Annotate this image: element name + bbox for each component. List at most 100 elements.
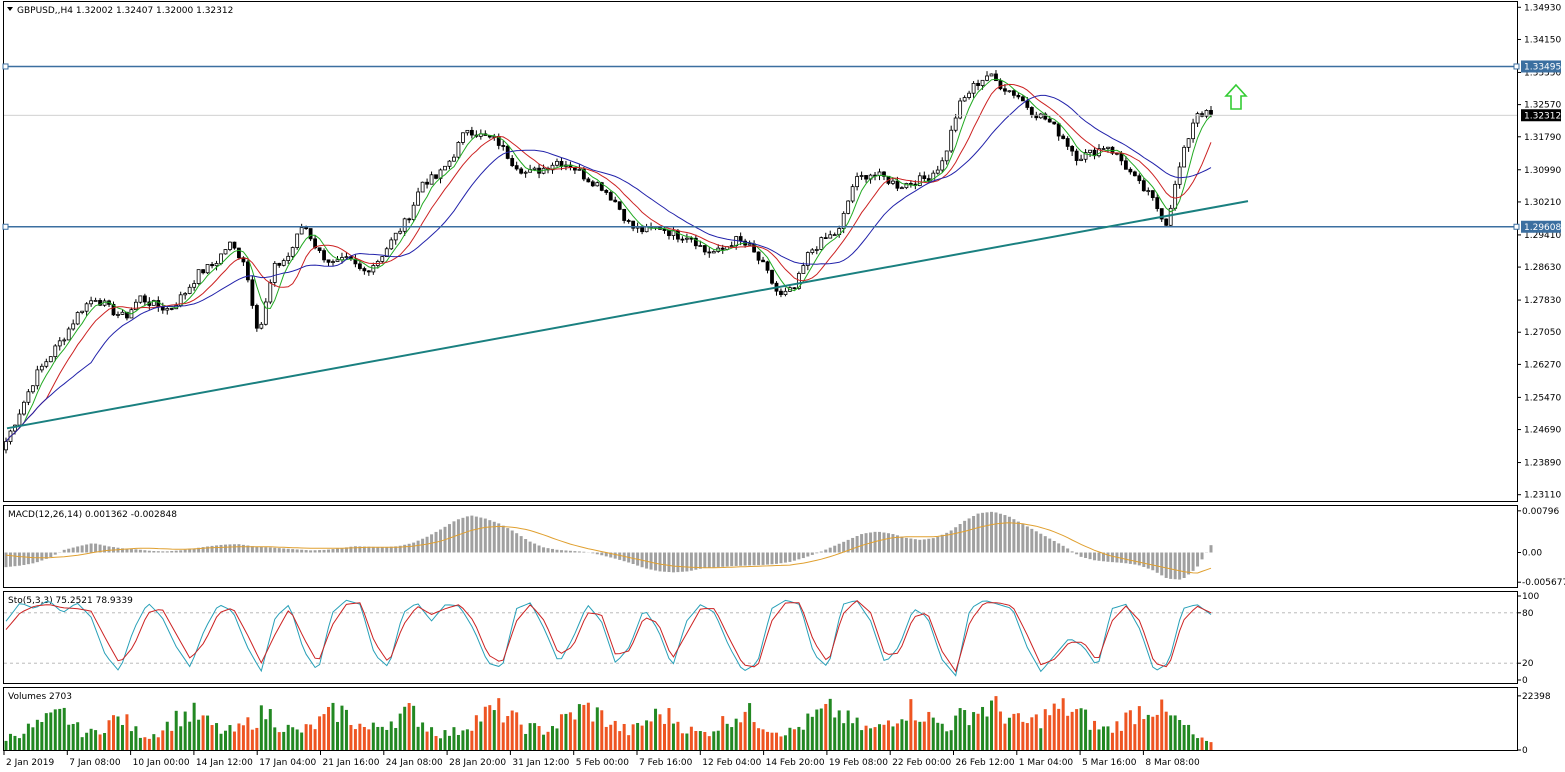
- stochastic-main-line: [5, 599, 1212, 677]
- time-tick-label: 10 Jan 00:00: [133, 758, 190, 768]
- candle-body: [1191, 122, 1195, 140]
- candle-body: [662, 228, 667, 231]
- candle-body: [667, 230, 671, 236]
- candle-body: [214, 263, 219, 267]
- candle-body: [389, 239, 394, 250]
- candle-body: [514, 165, 519, 170]
- candle-body: [398, 230, 403, 234]
- candle-body: [335, 259, 340, 262]
- candle-body: [519, 168, 524, 174]
- axes: 1.34930 1.34150 1.33350 1.32570 1.31790 1.309…: [3, 3, 1565, 768]
- macd-pane[interactable]: [3, 505, 1518, 588]
- candle-body: [416, 191, 421, 206]
- candle-body: [832, 234, 837, 237]
- candle-body: [313, 238, 317, 249]
- time-tick-label: 2 Jan 2019: [6, 758, 54, 768]
- candle-body: [66, 328, 71, 341]
- candle-body: [1164, 218, 1169, 226]
- candle-body: [908, 183, 913, 185]
- candle-body: [707, 251, 712, 254]
- main-title: GBPUSD,,H4 1.32002 1.32407 1.32000 1.323…: [17, 6, 233, 16]
- candle-body: [232, 241, 237, 249]
- candle-body: [357, 263, 362, 269]
- candle-body: [1088, 149, 1092, 153]
- candle-body: [828, 234, 833, 239]
- candle-body: [693, 237, 698, 247]
- macd-tick-label: -0.005677: [1522, 578, 1565, 588]
- price-tick-label: 1.31790: [1524, 133, 1561, 143]
- candle-body: [720, 247, 725, 250]
- candle-body: [823, 237, 828, 240]
- candle-body: [192, 283, 197, 288]
- candle-body: [425, 181, 429, 185]
- candle-body: [98, 299, 102, 306]
- candle-body: [962, 97, 967, 102]
- candle-body: [1186, 138, 1191, 148]
- candle-body: [447, 160, 452, 167]
- candle-body: [626, 220, 631, 222]
- candle-body: [940, 160, 945, 171]
- time-tick-label: 24 Jan 08:00: [386, 758, 443, 768]
- price-tick-label: 1.28630: [1524, 263, 1561, 273]
- candle-body: [994, 73, 998, 82]
- candle-body: [308, 228, 313, 240]
- candle-body: [165, 308, 170, 311]
- candle-body: [116, 314, 120, 316]
- candle-body: [169, 308, 174, 310]
- candle-body: [228, 241, 232, 250]
- trend-line: [6, 200, 1249, 430]
- candle-body: [1150, 190, 1155, 198]
- candle-body: [201, 269, 206, 274]
- stochastic-title: Sto(5,3,3) 75.2521 78.9339: [8, 596, 133, 606]
- candle-body: [599, 182, 604, 191]
- stochastic-tick-label: 80: [1522, 609, 1534, 619]
- candle-body: [532, 167, 537, 170]
- candle-body: [1083, 152, 1088, 160]
- candle-body: [1123, 160, 1128, 170]
- candle-body: [39, 365, 44, 371]
- candle-body: [134, 301, 138, 311]
- candle-body: [1137, 175, 1142, 182]
- candle-body: [1038, 113, 1043, 119]
- time-tick-label: 1 Mar 04:00: [1019, 758, 1074, 768]
- candle-body: [604, 189, 609, 193]
- price-tick-label: 1.24690: [1524, 426, 1561, 436]
- time-tick-label: 21 Jan 16:00: [323, 758, 380, 768]
- candle-body: [792, 287, 797, 290]
- candle-body: [1132, 171, 1137, 177]
- level-handle: [1513, 63, 1520, 70]
- up-arrow-icon[interactable]: [1224, 83, 1248, 110]
- candle-body: [684, 237, 689, 240]
- candle-body: [841, 212, 846, 229]
- candle-body: [922, 175, 927, 179]
- candle-body: [711, 251, 716, 254]
- candle-body: [944, 150, 949, 162]
- macd-title: MACD(12,26,14) 0.001362 -0.002848: [8, 510, 177, 520]
- level-handle: [1513, 223, 1520, 230]
- volumes-pane[interactable]: [3, 687, 1518, 751]
- stochastic-pane[interactable]: [3, 591, 1518, 684]
- candle-body: [286, 255, 291, 262]
- candle-body: [237, 247, 241, 259]
- dropdown-icon[interactable]: [7, 7, 13, 11]
- candle-body: [1177, 166, 1182, 185]
- time-tick-label: 7 Feb 16:00: [639, 758, 693, 768]
- candle-body: [443, 165, 447, 171]
- candle-body: [1074, 150, 1079, 161]
- candle-body: [855, 176, 860, 188]
- candle-body: [434, 174, 438, 179]
- candle-body: [1141, 180, 1146, 192]
- candle-body: [196, 269, 201, 284]
- candle-body: [501, 145, 506, 147]
- candle-body: [935, 169, 940, 174]
- candle-body: [586, 178, 591, 183]
- price-tick-label: 1.26270: [1524, 360, 1561, 370]
- candle-body: [770, 269, 774, 284]
- main-pane[interactable]: [3, 1, 1518, 502]
- candle-body: [1011, 90, 1016, 96]
- candle-body: [259, 323, 264, 329]
- candle-body: [976, 82, 980, 86]
- candle-body: [931, 172, 936, 182]
- candle-body: [290, 247, 295, 257]
